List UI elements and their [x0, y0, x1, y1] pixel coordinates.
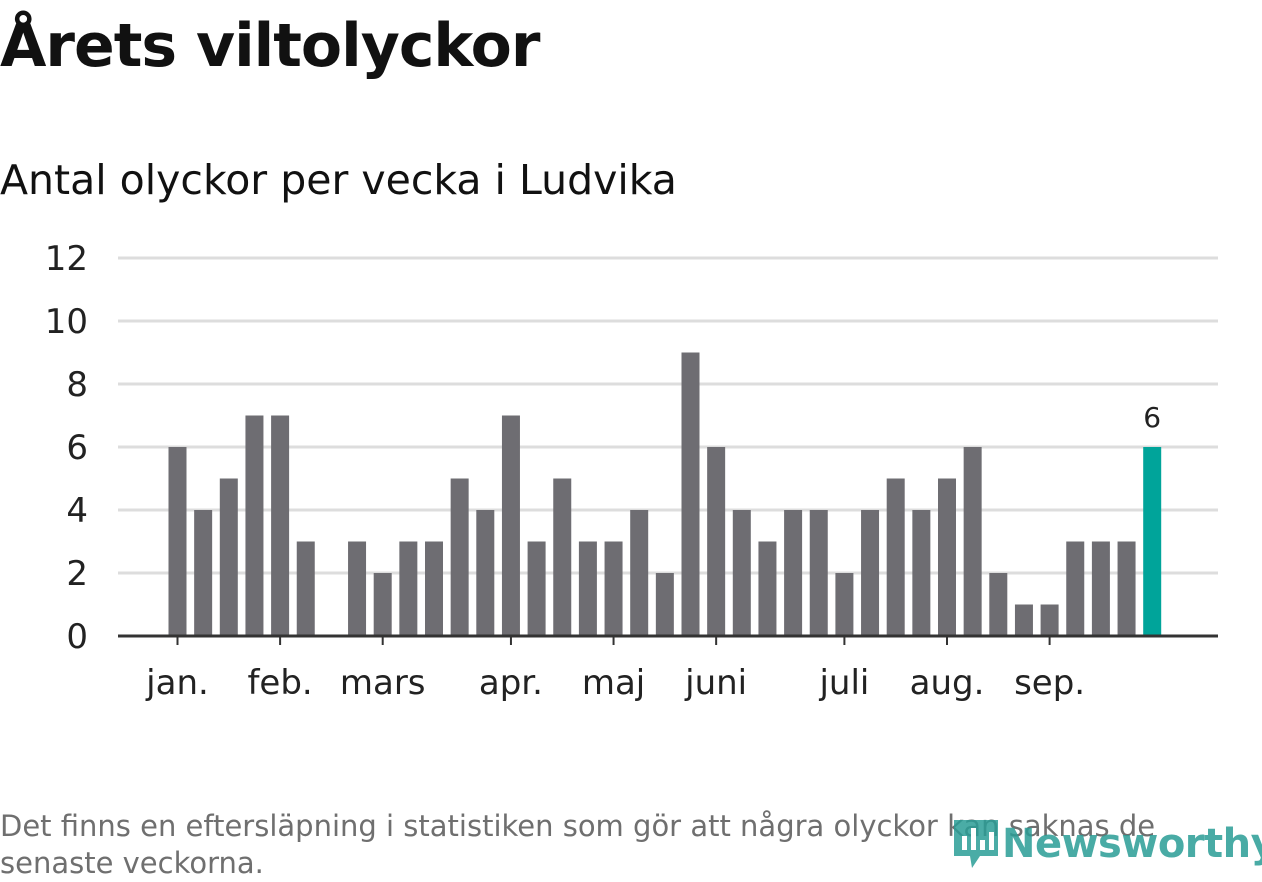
bar: [1040, 604, 1059, 636]
bar: [450, 478, 469, 636]
y-tick-label: 0: [66, 617, 88, 657]
y-tick-label: 6: [66, 428, 88, 468]
y-tick-label: 12: [45, 239, 88, 279]
bar: [1066, 541, 1085, 636]
x-tick-label: juli: [818, 663, 869, 703]
bar: [168, 447, 187, 636]
y-tick-label: 8: [66, 365, 88, 405]
bar: [938, 478, 956, 636]
x-tick-label: jan.: [145, 663, 209, 703]
x-tick-label: aug.: [910, 663, 985, 703]
bar: [707, 447, 726, 636]
x-axis: [118, 634, 1218, 645]
chart-subtitle: Antal olyckor per vecka i Ludvika: [0, 156, 677, 204]
x-tick-label: mars: [340, 663, 426, 703]
bar: [835, 573, 854, 636]
bar: [245, 415, 264, 636]
bar: [373, 573, 392, 636]
bar: [1091, 541, 1110, 636]
newsworthy-logo-text: Newsworthy: [1002, 821, 1262, 867]
x-tick-label: feb.: [247, 663, 312, 703]
chart-title: Årets viltolyckor: [0, 11, 540, 81]
newsworthy-logo-icon: [954, 820, 998, 868]
bar: [1014, 604, 1033, 636]
bar: [399, 541, 418, 636]
bar: [604, 541, 623, 636]
data-label: 6: [1143, 401, 1161, 434]
bar: [194, 510, 213, 636]
bar-highlight: [1143, 447, 1162, 636]
bar: [861, 510, 880, 636]
bar-chart: 0 2 4 6 8 10 12 6 jan. feb. mars apr. maj juni juli aug…: [45, 239, 1218, 703]
bar: [963, 447, 982, 636]
bar: [732, 510, 751, 636]
bar: [219, 478, 238, 636]
bar: [912, 510, 931, 636]
bar: [578, 541, 597, 636]
x-tick-label: sep.: [1014, 663, 1085, 703]
bar: [425, 541, 443, 636]
y-tick-label: 2: [66, 554, 88, 594]
bar: [501, 415, 520, 636]
labels: 0 2 4 6 8 10 12 6 jan. feb. mars apr. maj juni juli aug…: [45, 239, 1161, 703]
bar: [989, 573, 1008, 636]
bar: [784, 510, 803, 636]
x-tick-label: maj: [582, 663, 645, 703]
bar: [476, 510, 495, 636]
bar: [553, 478, 572, 636]
bars: [168, 352, 1162, 636]
bar: [655, 573, 674, 636]
bar: [348, 541, 367, 636]
bar: [271, 415, 290, 636]
newsworthy-logo: Newsworthy: [950, 816, 1262, 872]
bar: [681, 352, 700, 636]
bar: [296, 541, 315, 636]
bar: [809, 510, 828, 636]
x-tick-label: apr.: [479, 663, 543, 703]
bar: [630, 510, 649, 636]
y-tick-label: 10: [45, 302, 88, 342]
bar: [886, 478, 905, 636]
y-tick-label: 4: [66, 491, 88, 531]
x-tick-label: juni: [684, 663, 747, 703]
bar: [1117, 541, 1136, 636]
bar: [527, 541, 546, 636]
bar: [758, 541, 777, 636]
